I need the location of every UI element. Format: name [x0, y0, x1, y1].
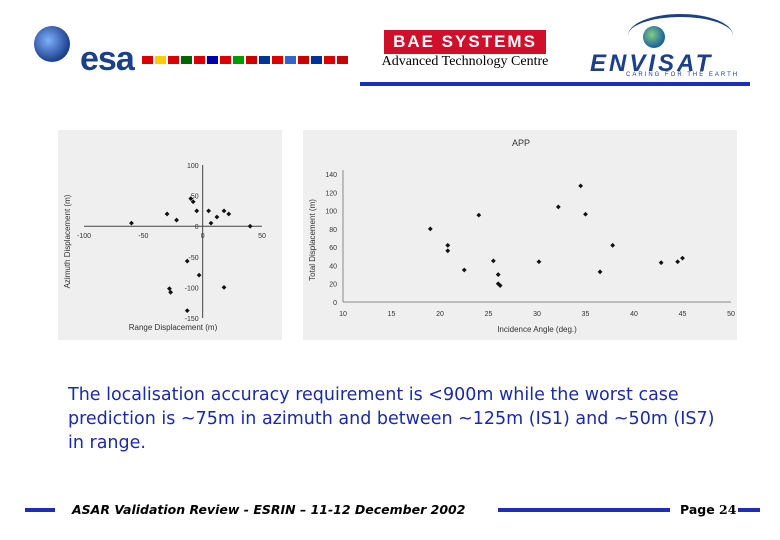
data-point — [578, 183, 584, 189]
data-point — [247, 223, 253, 229]
data-point — [583, 211, 588, 217]
y-tick-label: -50 — [189, 255, 199, 262]
esa-logo-text: esa — [80, 40, 135, 78]
data-point — [555, 204, 561, 210]
y-tick-label: 20 — [329, 282, 337, 289]
data-point — [184, 308, 190, 314]
x-tick-label: -50 — [138, 233, 148, 240]
footer-bar-right — [738, 508, 760, 512]
x-axis-label: Range Displacement (m) — [129, 323, 218, 332]
data-point — [164, 211, 170, 217]
data-point — [167, 286, 172, 292]
x-tick-label: 50 — [727, 311, 735, 318]
page-label: Page — [680, 502, 715, 517]
envisat-tagline: CARING FOR THE EARTH — [626, 72, 740, 78]
data-point — [445, 248, 451, 254]
y-tick-label: 50 — [191, 194, 199, 201]
azimuth-range-scatter-chart: -100 -50 0 50 100 50 0 -50 -100 -150 Range Displac… — [58, 130, 282, 340]
x-tick-label: 50 — [258, 233, 266, 240]
data-point — [476, 212, 482, 218]
y-tick-label: 80 — [329, 227, 337, 234]
data-point — [214, 214, 220, 220]
earth-globe-icon — [643, 26, 665, 48]
data-point — [610, 242, 616, 248]
x-tick-label: 45 — [679, 311, 687, 318]
y-tick-label: -150 — [185, 316, 199, 323]
data-point — [445, 242, 451, 248]
x-tick-label: 30 — [533, 311, 541, 318]
data-point — [221, 285, 227, 290]
envisat-logo: ENVISAT CARING FOR THE EARTH — [588, 12, 753, 80]
data-point — [536, 259, 542, 265]
x-tick-label: 35 — [582, 311, 590, 318]
footer-bar-left — [25, 508, 55, 512]
data-point — [658, 260, 664, 266]
data-point — [680, 255, 685, 261]
y-tick-label: 40 — [329, 263, 337, 270]
x-tick-label: -100 — [77, 233, 91, 240]
data-point — [427, 226, 433, 232]
page-number: 24 — [719, 502, 737, 517]
orbit-arc-icon — [628, 14, 733, 57]
y-axis-label: Azimuth Displacement (m) — [63, 194, 72, 288]
y-axis-label: Total Displacement (m) — [308, 199, 317, 281]
data-point — [226, 211, 232, 217]
bae-systems-logo: BAE SYSTEMS — [384, 30, 546, 54]
y-tick-label: 140 — [325, 172, 337, 179]
esa-globe-icon — [34, 26, 70, 62]
x-tick-label: 10 — [339, 311, 347, 318]
centre-name: Advanced Technology Centre — [381, 54, 549, 69]
y-tick-label: 120 — [325, 190, 337, 197]
y-tick-label: 100 — [325, 209, 337, 216]
data-point — [194, 208, 200, 214]
y-tick-label: 60 — [329, 245, 337, 252]
data-point — [497, 283, 503, 288]
esa-logo: esa ​ — [30, 18, 348, 78]
footer-review-text: ASAR Validation Review - ESRIN – 11-12 D… — [72, 502, 466, 517]
footer-bar-middle — [498, 508, 670, 512]
y-tick-label: 0 — [195, 224, 199, 231]
page-number-label: Page 24 — [680, 502, 736, 517]
data-point — [168, 289, 174, 295]
incidence-displacement-scatter-chart: APP 10 15 20 25 30 35 40 45 50 0 20 40 60 80 100 120 140 I… — [303, 130, 737, 340]
x-tick-label: 25 — [485, 311, 493, 318]
data-point — [206, 208, 211, 214]
data-point — [675, 259, 681, 265]
member-flags: ​ — [142, 56, 348, 64]
header-divider — [360, 82, 750, 86]
envisat-logo-text: ENVISAT — [590, 50, 714, 77]
data-point — [597, 269, 603, 275]
data-point — [184, 258, 190, 264]
y-tick-label: 100 — [187, 163, 199, 170]
y-tick-label: 0 — [333, 300, 337, 307]
data-point — [208, 220, 214, 226]
chart-svg: APP 10 15 20 25 30 35 40 45 50 0 20 40 60 80 100 120 140 I… — [308, 138, 735, 334]
data-point — [129, 220, 134, 226]
data-point — [188, 196, 194, 202]
y-tick-label: -100 — [185, 285, 199, 292]
summary-text: The localisation accuracy requirement is… — [68, 385, 715, 453]
data-point — [495, 272, 501, 277]
data-point — [174, 217, 179, 223]
chart-title: APP — [512, 138, 530, 148]
x-tick-label: 0 — [201, 233, 205, 240]
data-point — [490, 258, 496, 264]
data-point — [461, 267, 467, 273]
x-tick-label: 20 — [436, 311, 444, 318]
x-axis-label: Incidence Angle (deg.) — [497, 325, 577, 334]
x-tick-label: 40 — [630, 311, 638, 318]
data-point — [196, 272, 202, 278]
x-tick-label: 15 — [388, 311, 396, 318]
data-point — [221, 208, 227, 214]
data-point — [190, 199, 196, 205]
